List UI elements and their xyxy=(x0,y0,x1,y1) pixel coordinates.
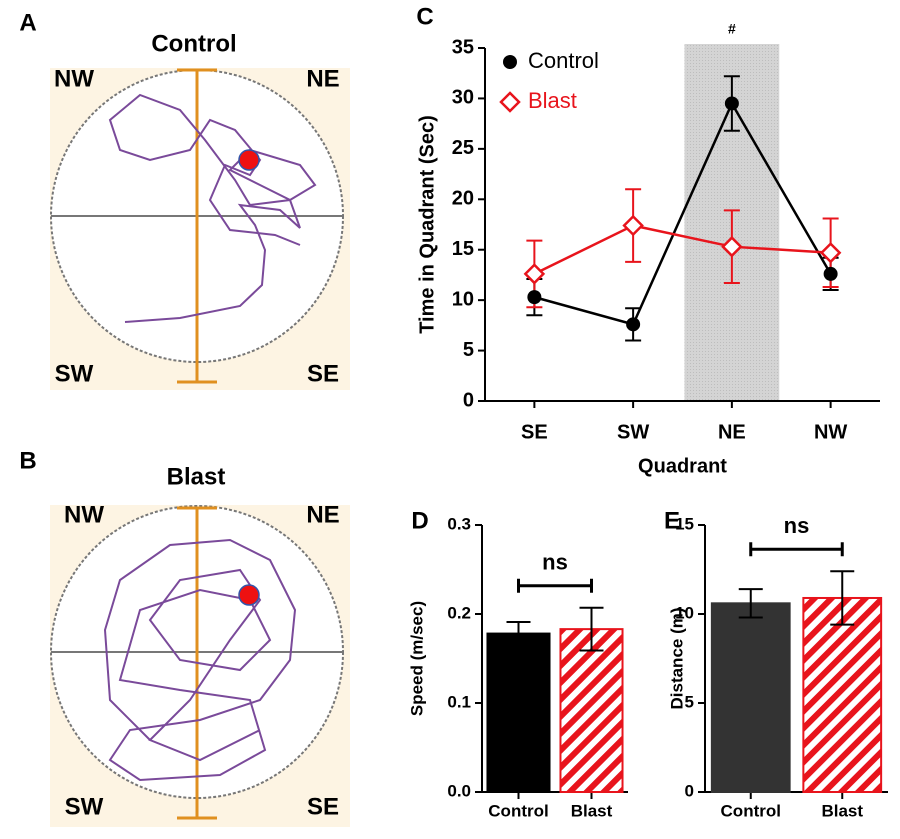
panel-a: A Control NW NE SW SE xyxy=(19,9,350,390)
panel-label: A xyxy=(19,9,36,36)
marker xyxy=(721,235,743,258)
y-tick-label: 20 xyxy=(452,188,474,210)
panel-label: C xyxy=(416,3,433,30)
quadrant-label: SW xyxy=(55,360,94,387)
y-tick-label: 15 xyxy=(675,514,694,533)
x-tick-label: SE xyxy=(521,421,548,443)
annotation: ns xyxy=(784,513,810,538)
x-tick-label: Blast xyxy=(821,801,863,820)
y-tick-label: 10 xyxy=(452,288,474,310)
annotation: ns xyxy=(542,550,568,575)
panel-title: Blast xyxy=(167,463,226,490)
error-bar xyxy=(738,588,763,619)
y-tick-label: 30 xyxy=(452,87,474,109)
series-line xyxy=(533,224,831,276)
x-tick-label: NW xyxy=(814,421,847,443)
y-tick-label: 5 xyxy=(685,692,694,711)
bar xyxy=(486,632,551,794)
quadrant-label: SW xyxy=(65,793,104,820)
series-line xyxy=(534,100,832,326)
y-tick-label: 25 xyxy=(452,137,474,159)
significance-bracket xyxy=(749,542,844,557)
x-tick-label: Control xyxy=(721,801,781,820)
y-tick-label: 0 xyxy=(463,389,474,411)
marker xyxy=(819,241,842,264)
y-tick-label: 0.0 xyxy=(447,781,471,800)
legend-label: Blast xyxy=(528,88,577,113)
marker xyxy=(622,214,644,237)
error-bar xyxy=(506,621,531,647)
quadrant-label: NE xyxy=(306,501,339,528)
y-tick-label: 0.3 xyxy=(447,514,471,533)
y-tick-label: 0.1 xyxy=(447,692,471,711)
quadrant-label: NW xyxy=(54,65,94,92)
quadrant-label: NE xyxy=(306,65,339,92)
marker xyxy=(724,96,739,111)
legend-marker xyxy=(503,55,517,69)
y-tick-label: 0 xyxy=(685,781,694,800)
marker xyxy=(823,266,838,281)
platform xyxy=(238,149,260,171)
y-tick-label: 10 xyxy=(675,603,694,622)
quadrant-label: NW xyxy=(64,501,104,528)
bar xyxy=(710,602,791,793)
bar xyxy=(802,596,883,793)
marker xyxy=(626,317,641,332)
significance-bracket xyxy=(517,578,593,593)
y-tick-label: 35 xyxy=(452,36,474,58)
y-axis-label: Speed (m/sec) xyxy=(407,601,426,716)
marker xyxy=(523,263,546,285)
y-tick-label: 15 xyxy=(452,238,474,260)
panel-label: B xyxy=(19,447,36,474)
marker xyxy=(527,290,542,305)
quadrant-label: SE xyxy=(307,360,339,387)
panel-b: B Blast NW NE SW SE xyxy=(19,447,350,827)
panel-title: Control xyxy=(151,30,236,57)
error-bar xyxy=(579,606,604,652)
x-axis-label: Quadrant xyxy=(638,455,727,477)
panel-label: E xyxy=(664,507,680,534)
x-tick-label: NE xyxy=(718,421,746,443)
x-tick-label: SW xyxy=(617,421,649,443)
y-tick-label: 0.2 xyxy=(447,603,471,622)
annotation: # xyxy=(728,21,736,37)
y-axis-label: Distance (m) xyxy=(667,607,686,709)
panel-label: D xyxy=(411,507,428,534)
y-axis-label: Time in Quadrant (Sec) xyxy=(416,115,438,334)
x-tick-label: Blast xyxy=(571,801,613,820)
bar xyxy=(559,628,624,793)
x-tick-label: Control xyxy=(488,801,548,820)
y-tick-label: 5 xyxy=(463,339,474,361)
legend-marker xyxy=(499,91,521,113)
quadrant-label: SE xyxy=(307,793,339,820)
legend-label: Control xyxy=(528,48,599,73)
error-bar xyxy=(830,570,855,626)
platform xyxy=(238,584,260,606)
